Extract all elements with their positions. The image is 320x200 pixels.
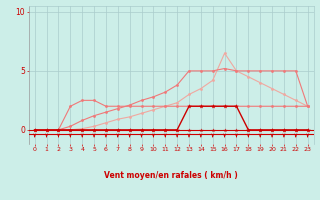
- X-axis label: Vent moyen/en rafales ( km/h ): Vent moyen/en rafales ( km/h ): [104, 171, 238, 180]
